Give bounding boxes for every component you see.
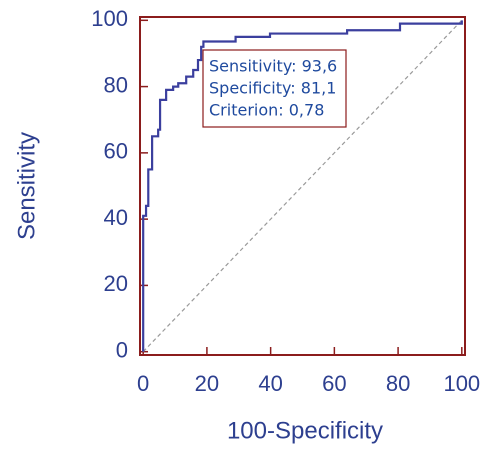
x-axis-label: 100-Specificity [227,417,383,444]
y-tick-label: 40 [104,205,128,230]
y-axis-label: Sensitivity [13,132,40,240]
y-tick-label: 60 [104,139,128,164]
x-tick-label: 100 [443,371,480,396]
x-tick-label: 20 [195,371,219,396]
plot-frame [139,16,466,356]
roc-curve [142,20,463,352]
y-tick-label: 20 [104,271,128,296]
annotation-box [202,49,347,128]
x-tick-label: 60 [322,371,346,396]
annotation-line: Sensitivity: 93,6 [209,57,337,76]
annotation-line: Specificity: 81,1 [209,79,336,98]
annotation-line: Criterion: 0,78 [209,101,324,120]
x-tick-label: 80 [386,371,410,396]
y-tick-label: 0 [116,337,128,362]
y-tick-label: 100 [91,6,128,31]
y-tick-label: 80 [104,72,128,97]
x-tick-label: 40 [258,371,282,396]
x-tick-label: 0 [137,371,149,396]
